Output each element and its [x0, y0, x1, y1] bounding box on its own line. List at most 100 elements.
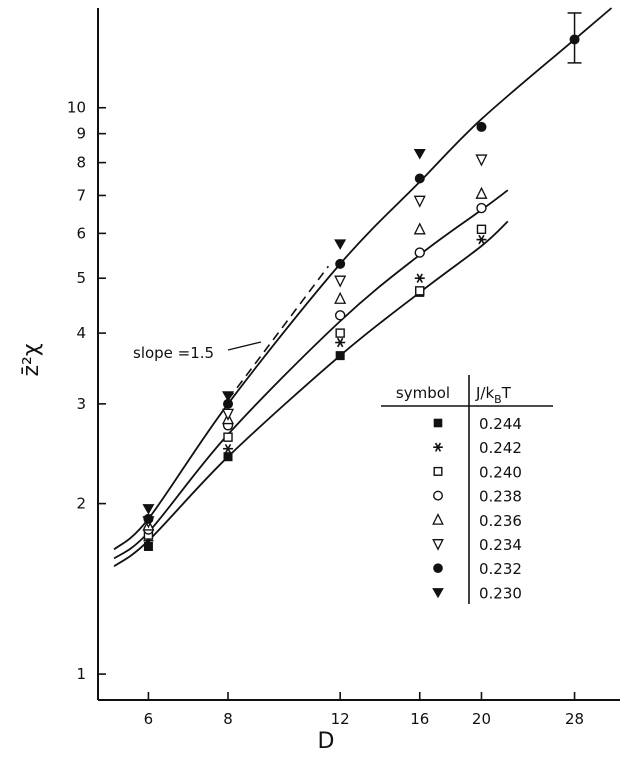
marker-shape — [223, 398, 234, 409]
data-point — [142, 504, 155, 515]
legend-marker — [432, 513, 444, 525]
data-point — [223, 432, 233, 442]
legend-label: 0.230 — [479, 584, 522, 602]
y-tick-label: 7 — [76, 186, 86, 204]
y-tick-label: 5 — [76, 269, 86, 287]
marker-shape — [432, 588, 444, 599]
fit-curve — [113, 220, 509, 568]
data-point — [334, 310, 346, 321]
y-tick-label: 3 — [76, 395, 86, 413]
marker-shape — [223, 432, 233, 442]
data-point — [414, 173, 425, 184]
legend-label: 0.242 — [479, 439, 522, 457]
marker-shape — [335, 258, 346, 269]
marker-shape — [334, 291, 347, 304]
fit-curve — [113, 189, 509, 560]
legend-marker — [433, 490, 444, 501]
data-point — [475, 154, 488, 167]
data-point — [335, 258, 346, 269]
y-tick-label: 4 — [76, 324, 86, 342]
marker-stroke — [478, 234, 485, 245]
x-axis-title: D — [318, 729, 335, 754]
marker-shape — [414, 173, 425, 184]
data-point — [223, 398, 234, 409]
marker-stroke — [336, 337, 344, 348]
marker-shape — [432, 513, 444, 525]
data-point — [223, 443, 234, 454]
legend-label: 0.234 — [479, 536, 522, 554]
data-point — [415, 286, 425, 296]
marker-shape — [143, 541, 153, 551]
data-point — [335, 337, 346, 348]
data-point — [476, 121, 487, 132]
legend-marker — [433, 418, 443, 428]
legend-marker — [432, 588, 444, 599]
marker-shape — [221, 408, 235, 421]
marker-shape — [223, 452, 233, 462]
legend-row: 0.230 — [432, 584, 522, 602]
marker-stroke — [434, 442, 442, 452]
marker-shape — [335, 351, 345, 361]
x-tick-label: 8 — [223, 710, 233, 728]
data-point — [476, 224, 487, 235]
marker-shape — [413, 149, 426, 160]
marker-shape — [414, 247, 425, 258]
marker-shape — [432, 539, 444, 551]
marker-shape — [143, 513, 154, 524]
data-marks — [142, 12, 582, 551]
marker-shape — [413, 222, 426, 235]
y-tick-label: 2 — [76, 495, 86, 513]
x-tick-label: 16 — [410, 710, 429, 728]
marker-shape — [476, 224, 487, 235]
legend-marker — [433, 466, 443, 476]
legend-label: 0.238 — [479, 488, 522, 506]
data-point — [414, 273, 425, 283]
x-tick-label: 20 — [472, 710, 491, 728]
y-tick-label: 1 — [76, 665, 86, 683]
x-tick-label: 28 — [565, 710, 584, 728]
legend-row: 0.238 — [433, 488, 522, 506]
legend-label: 0.232 — [479, 560, 522, 578]
data-point — [476, 202, 487, 214]
legend-marker — [432, 539, 444, 551]
data-point — [334, 275, 347, 288]
legend-marker — [433, 563, 443, 573]
y-tick-label: 8 — [76, 154, 86, 172]
marker-shape — [475, 154, 488, 167]
annotations: slope =1.5 — [133, 341, 262, 362]
data-point — [335, 328, 345, 338]
fit-curve — [113, 7, 613, 551]
y-tick-label: 9 — [76, 125, 86, 143]
data-point — [476, 234, 487, 245]
data-point — [334, 291, 347, 304]
data-point — [414, 247, 425, 258]
marker-shape — [433, 563, 443, 573]
data-point — [143, 541, 153, 551]
marker-shape — [334, 310, 346, 321]
marker-shape — [335, 328, 345, 338]
y-axis-title: z̄²χ — [19, 343, 44, 376]
marker-shape — [476, 121, 487, 132]
data-point — [413, 222, 426, 235]
y-tick-label: 10 — [67, 99, 86, 117]
marker-shape — [334, 275, 347, 288]
legend-row: 0.234 — [432, 536, 522, 554]
marker-shape — [433, 466, 443, 476]
data-point — [413, 149, 426, 160]
marker-shape — [433, 490, 444, 501]
legend-value-header: J/kBT — [475, 384, 512, 406]
slope-line — [227, 265, 330, 401]
data-point — [334, 239, 347, 250]
marker-shape — [334, 239, 347, 250]
legend-label: 0.240 — [479, 463, 522, 481]
legend-row: 0.236 — [432, 512, 522, 530]
marker-shape — [415, 286, 425, 296]
data-point — [335, 351, 345, 361]
legend: symbol J/kBT 0.244 0.242 0.240 0.238 0.236 0.23… — [381, 375, 553, 604]
slope-annotation: slope =1.5 — [133, 344, 214, 362]
marker-shape — [475, 186, 488, 199]
data-point — [475, 186, 488, 199]
marker-stroke — [224, 443, 232, 454]
